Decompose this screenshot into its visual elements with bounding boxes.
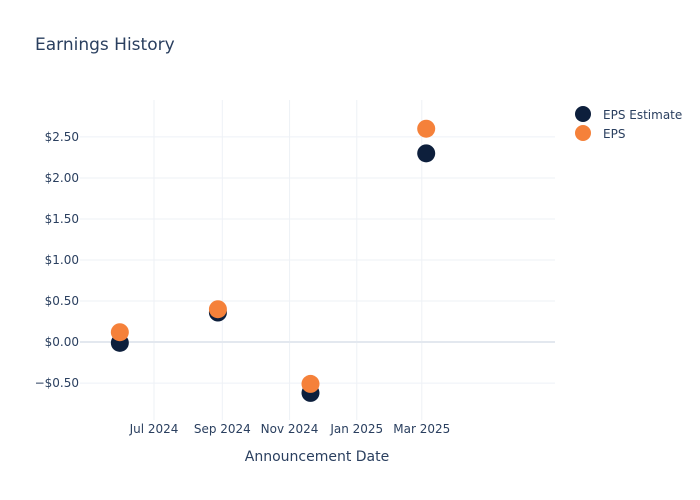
legend-item-eps-estimate[interactable]: EPS Estimate — [575, 106, 682, 122]
y-axis-ticks: −$0.50 $0.00 $0.50 $1.00 $1.50 $2.00 $2.… — [35, 130, 79, 390]
legend-item-eps[interactable]: EPS — [575, 125, 625, 141]
x-tick-label: Jan 2025 — [329, 422, 383, 436]
x-tick-label: Jul 2024 — [129, 422, 179, 436]
eps-estimate-point[interactable] — [417, 144, 436, 163]
legend-marker-eps — [575, 125, 591, 141]
grid — [80, 100, 555, 420]
eps-point[interactable] — [417, 119, 436, 138]
y-tick-label: $2.50 — [45, 130, 79, 144]
eps-point[interactable] — [110, 323, 129, 342]
chart-title: Earnings History — [35, 35, 175, 55]
y-tick-label: $1.00 — [45, 253, 79, 267]
y-tick-label: −$0.50 — [35, 376, 79, 390]
y-tick-label: $2.00 — [45, 171, 79, 185]
y-tick-label: $0.00 — [45, 335, 79, 349]
x-axis-ticks: Jul 2024 Sep 2024 Nov 2024 Jan 2025 Mar … — [129, 422, 451, 436]
data-points — [110, 119, 436, 402]
x-tick-label: Nov 2024 — [261, 422, 319, 436]
legend: EPS Estimate EPS — [575, 106, 682, 141]
x-tick-label: Sep 2024 — [194, 422, 251, 436]
eps-point[interactable] — [301, 374, 320, 393]
legend-marker-eps-estimate — [575, 106, 591, 122]
legend-label-eps: EPS — [603, 127, 625, 141]
eps-point[interactable] — [208, 300, 227, 319]
y-tick-label: $1.50 — [45, 212, 79, 226]
legend-label-eps-estimate: EPS Estimate — [603, 108, 682, 122]
x-tick-label: Mar 2025 — [393, 422, 450, 436]
y-tick-label: $0.50 — [45, 294, 79, 308]
x-axis-title: Announcement Date — [245, 449, 389, 465]
